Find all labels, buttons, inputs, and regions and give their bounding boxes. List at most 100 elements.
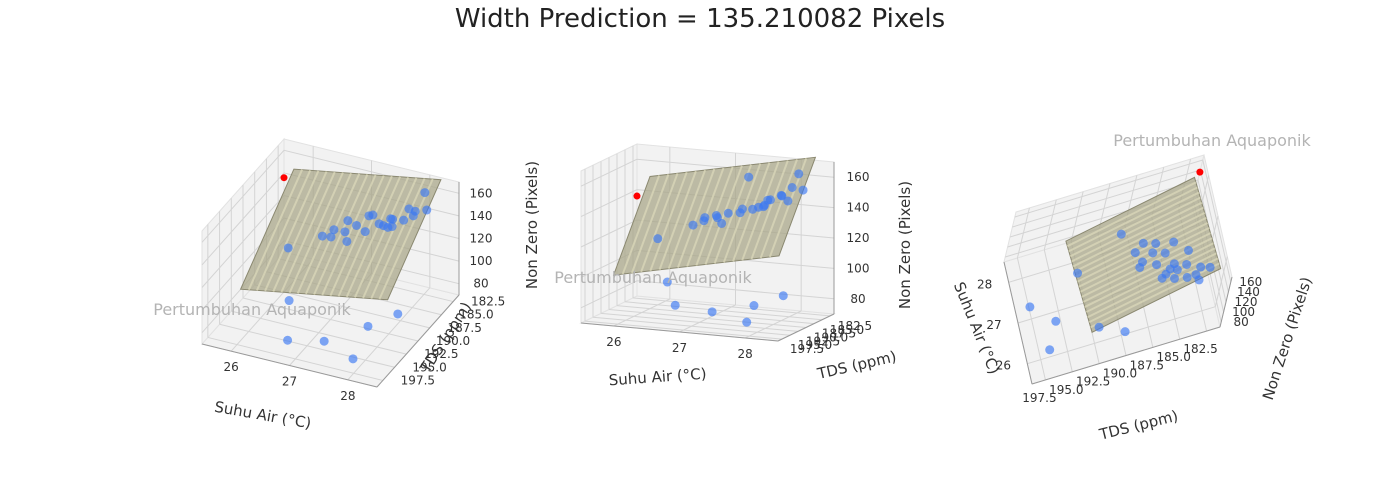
figure-title: Width Prediction = 135.210082 Pixels xyxy=(454,4,946,34)
observed-point xyxy=(737,204,747,214)
z-axis-label: Non Zero (Pixels) xyxy=(523,161,541,289)
grid-line xyxy=(1043,249,1073,372)
grid-line xyxy=(580,280,835,309)
x-axis-line xyxy=(580,322,779,342)
observed-point xyxy=(670,300,680,310)
observed-point xyxy=(1045,345,1055,355)
z-tick-label: 120 xyxy=(847,231,870,245)
plane-stripe xyxy=(621,175,661,275)
observed-point xyxy=(744,172,754,182)
y-tick-label: 182.5 xyxy=(1183,342,1217,356)
x-tick-label: 26 xyxy=(996,359,1011,373)
grid-line xyxy=(207,336,383,381)
observed-point xyxy=(707,307,717,317)
plane-stripe xyxy=(1068,186,1198,253)
plane-stripe xyxy=(667,169,707,270)
x-axis-label: Suhu Air (°C) xyxy=(608,365,707,390)
observed-point xyxy=(777,191,787,201)
panel-middle-3d: 28 27 26 182.5185.0187.5190.0192.5195.0197.… xyxy=(554,143,914,390)
grid-line xyxy=(1016,257,1046,381)
observed-point xyxy=(1025,302,1035,312)
z-tick-label: 160 xyxy=(470,186,493,200)
z-tick-label: 100 xyxy=(470,254,493,268)
observed-point xyxy=(749,301,759,311)
observed-point xyxy=(393,309,403,319)
observed-point xyxy=(1169,237,1179,247)
plane-stripe xyxy=(378,178,434,300)
z-tick-label: 80 xyxy=(1234,315,1249,329)
y-tick-label: 187.5 xyxy=(822,327,856,341)
observed-point xyxy=(420,188,430,198)
observed-point xyxy=(1205,262,1215,272)
observed-point xyxy=(787,183,797,193)
plane-stripe xyxy=(1085,247,1216,313)
y-tick-label: 192.5 xyxy=(424,347,458,361)
observed-point xyxy=(1138,238,1148,248)
plane-stripe xyxy=(658,170,697,271)
grid-line xyxy=(624,301,823,321)
grid-line xyxy=(231,310,407,355)
y-tick-label: 185.0 xyxy=(1157,350,1191,364)
z-tick-label: 80 xyxy=(473,277,488,291)
x-tick-label: 28 xyxy=(738,347,753,361)
observed-point xyxy=(408,211,418,221)
observed-point xyxy=(374,219,384,229)
observed-point xyxy=(283,243,293,253)
observed-point xyxy=(284,296,294,306)
plane-stripe xyxy=(272,171,328,292)
plane-stripe xyxy=(288,172,344,294)
y-tick-label: 190.0 xyxy=(814,331,848,345)
observed-point xyxy=(1152,260,1162,270)
x-tick-label: 27 xyxy=(282,375,297,389)
observed-point xyxy=(343,216,353,226)
grid-line xyxy=(584,320,783,340)
z-tick-label: 140 xyxy=(470,209,493,223)
observed-point xyxy=(326,232,336,242)
z-axis-line xyxy=(1219,276,1233,328)
observed-point xyxy=(1116,229,1126,239)
plane-stripe xyxy=(1069,191,1200,258)
y-axis-label: TDS (ppm) xyxy=(815,347,898,383)
y-tick-label: 190.0 xyxy=(1103,367,1137,381)
grid-line xyxy=(600,312,799,332)
observed-point xyxy=(1094,322,1104,332)
y-tick-label: 195.0 xyxy=(798,338,832,352)
observed-point xyxy=(319,336,329,346)
observed-point xyxy=(386,214,396,224)
observed-point xyxy=(798,185,808,195)
watermark-text: Pertumbuhan Aquaponik xyxy=(1113,131,1311,150)
observed-point xyxy=(1051,316,1061,326)
z-tick-label: 100 xyxy=(1232,305,1255,319)
prediction-point xyxy=(280,174,288,182)
z-tick-label: 160 xyxy=(847,170,870,184)
plane-stripe xyxy=(1071,196,1201,263)
y-tick-label: 182.5 xyxy=(471,295,505,309)
y-tick-label: 197.5 xyxy=(401,373,435,387)
y-tick-label: 182.5 xyxy=(838,319,872,333)
observed-point xyxy=(778,291,788,301)
observed-point xyxy=(329,225,339,235)
x-tick-label: 26 xyxy=(224,360,239,374)
plane-stripe xyxy=(759,159,798,259)
plane-stripe xyxy=(1072,201,1203,268)
observed-point xyxy=(759,202,769,212)
plane-stripe xyxy=(280,171,336,293)
z-tick-label: 100 xyxy=(847,261,870,275)
observed-point xyxy=(1182,272,1192,282)
plane-stripe xyxy=(321,174,377,296)
plane-stripe xyxy=(676,168,716,268)
plane-stripe xyxy=(1088,257,1219,324)
y-tick-label: 192.5 xyxy=(806,334,840,348)
observed-point xyxy=(283,335,293,345)
observed-point xyxy=(700,213,710,223)
plane-stripe xyxy=(640,172,679,273)
plane-stripe xyxy=(362,177,418,299)
observed-point xyxy=(1160,248,1170,258)
y-axis-line xyxy=(376,294,460,388)
plane-stripe xyxy=(354,176,410,298)
plane-stripe xyxy=(750,160,789,260)
observed-point xyxy=(662,277,672,287)
observed-point xyxy=(748,204,758,214)
plane-stripe xyxy=(313,174,369,295)
observed-point xyxy=(742,317,752,327)
